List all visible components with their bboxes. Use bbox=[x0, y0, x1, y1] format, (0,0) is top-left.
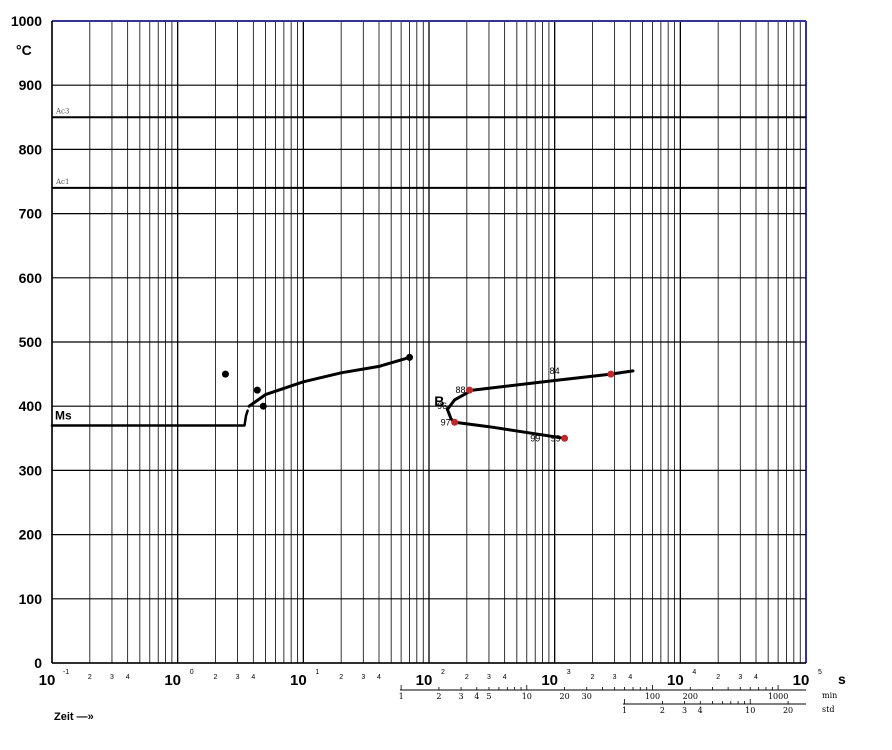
x-minor-label: 4 bbox=[126, 674, 130, 681]
data-point bbox=[221, 370, 229, 378]
std-axis-label: 10 bbox=[745, 706, 755, 715]
x-unit-label: s bbox=[838, 671, 846, 687]
x-tick-base: 10 bbox=[667, 672, 684, 689]
hardness-text-label: 84 bbox=[550, 366, 560, 376]
bainite-start-curve bbox=[247, 355, 411, 408]
y-unit-label: °C bbox=[16, 42, 32, 58]
x-minor-label: 3 bbox=[236, 674, 240, 681]
min-axis-label: 1000 bbox=[768, 692, 788, 701]
reference-lines bbox=[52, 116, 806, 189]
x-minor-label: 2 bbox=[339, 674, 343, 681]
x-tick-base: 10 bbox=[39, 672, 56, 689]
min-axis-label: 20 bbox=[560, 692, 570, 701]
min-axis-label: 10 bbox=[522, 692, 532, 701]
hardness-point bbox=[465, 386, 473, 394]
std-axis-title: std bbox=[822, 705, 834, 714]
hardness-label: 96 bbox=[437, 401, 447, 411]
x-tick-exp: 5 bbox=[818, 669, 822, 676]
hardness-label: 97 bbox=[441, 417, 451, 427]
y-tick-label: 0 bbox=[34, 655, 42, 671]
x-tick-base: 10 bbox=[416, 672, 433, 689]
hardness-text-label: 99 bbox=[530, 434, 540, 444]
x-tick-exp: -1 bbox=[63, 669, 69, 676]
min-axis-label: 2 bbox=[436, 692, 441, 701]
x-tick-exp: 3 bbox=[567, 669, 571, 676]
min-axis-label: 200 bbox=[683, 692, 698, 701]
markers bbox=[221, 353, 615, 442]
ref-label-ac1: Ac1 bbox=[55, 178, 69, 186]
x-minor-label: 4 bbox=[628, 674, 632, 681]
y-tick-label: 600 bbox=[19, 270, 43, 286]
x-minor-label: 3 bbox=[613, 674, 617, 681]
x-minor-label: 3 bbox=[361, 674, 365, 681]
std-axis-label: 1 bbox=[622, 706, 627, 715]
y-tick-label: 700 bbox=[19, 206, 43, 222]
x-tick-exp: 1 bbox=[315, 669, 319, 676]
ref-label-ac3: Ac3 bbox=[55, 107, 69, 115]
curves bbox=[50, 355, 635, 440]
x-tick-exp: 0 bbox=[190, 669, 194, 676]
std-axis-label: 4 bbox=[698, 706, 703, 715]
hardness-label: 99 bbox=[551, 433, 561, 443]
y-tick-label: 100 bbox=[19, 591, 43, 607]
x-tick-exp: 2 bbox=[441, 669, 445, 676]
x-tick-exp: 4 bbox=[692, 669, 696, 676]
x-minor-label: 2 bbox=[591, 674, 595, 681]
ms-line bbox=[50, 409, 249, 427]
x-minor-label: 2 bbox=[88, 674, 92, 681]
min-axis-label: 4 bbox=[474, 692, 479, 701]
min-axis-label: 3 bbox=[459, 692, 464, 701]
y-tick-label: 800 bbox=[19, 141, 43, 157]
hardness-label: 88 bbox=[455, 385, 465, 395]
x-minor-label: 2 bbox=[214, 674, 218, 681]
x-tick-base: 10 bbox=[793, 672, 810, 689]
grid-lines bbox=[51, 20, 807, 664]
y-tick-label: 200 bbox=[19, 527, 43, 543]
x-tick-base: 10 bbox=[541, 672, 558, 689]
x-minor-label: 3 bbox=[110, 674, 114, 681]
x-minor-label: 4 bbox=[377, 674, 381, 681]
phase-label-b: B bbox=[434, 393, 444, 409]
x-minor-label: 3 bbox=[487, 674, 491, 681]
min-axis-label: 5 bbox=[486, 692, 491, 701]
x-minor-label: 3 bbox=[738, 674, 742, 681]
x-minor-label: 4 bbox=[251, 674, 255, 681]
y-tick-label: 300 bbox=[19, 462, 43, 478]
x-minor-label: 2 bbox=[716, 674, 720, 681]
ms-label: Ms bbox=[55, 408, 72, 422]
std-axis-label: 2 bbox=[660, 706, 665, 715]
min-axis-label: 100 bbox=[645, 692, 660, 701]
x-tick-base: 10 bbox=[164, 672, 181, 689]
data-point bbox=[406, 353, 414, 361]
x-minor-label: 4 bbox=[503, 674, 507, 681]
y-tick-label: 500 bbox=[19, 334, 43, 350]
y-tick-label: 900 bbox=[19, 77, 43, 93]
x-minor-label: 4 bbox=[754, 674, 758, 681]
min-axis-label: 30 bbox=[582, 692, 592, 701]
data-point bbox=[259, 402, 267, 410]
data-point bbox=[253, 386, 261, 394]
y-tick-label: 400 bbox=[19, 398, 43, 414]
hardness-point bbox=[607, 370, 615, 378]
x-tick-base: 10 bbox=[290, 672, 307, 689]
min-axis-title: min bbox=[822, 691, 837, 700]
hardness-point bbox=[451, 418, 459, 426]
x-axis-title: Zeit —» bbox=[54, 711, 94, 723]
x-minor-label: 2 bbox=[465, 674, 469, 681]
min-axis-label: 1 bbox=[399, 692, 404, 701]
hardness-point bbox=[561, 434, 569, 442]
hardness-curve bbox=[445, 369, 635, 440]
std-axis-label: 3 bbox=[682, 706, 687, 715]
y-tick-label: 1000 bbox=[11, 13, 42, 29]
std-axis-label: 20 bbox=[783, 706, 793, 715]
